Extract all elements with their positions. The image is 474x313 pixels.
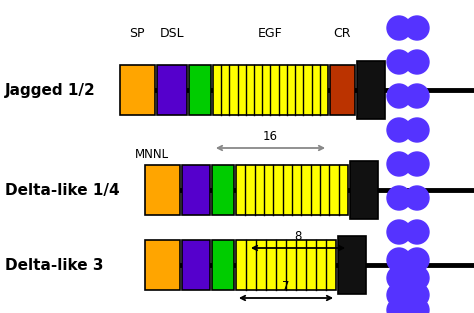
Circle shape xyxy=(387,248,411,272)
Circle shape xyxy=(387,50,411,74)
Bar xyxy=(212,165,234,215)
Circle shape xyxy=(387,298,411,313)
Text: Delta-like 3: Delta-like 3 xyxy=(5,258,103,273)
Bar xyxy=(145,240,180,290)
Circle shape xyxy=(405,16,429,40)
Circle shape xyxy=(387,118,411,142)
Text: 8: 8 xyxy=(294,230,301,243)
Bar xyxy=(399,227,417,237)
Text: Delta-like 1/4: Delta-like 1/4 xyxy=(5,182,119,198)
Circle shape xyxy=(405,283,429,307)
Bar xyxy=(357,61,385,119)
Circle shape xyxy=(387,220,411,244)
Circle shape xyxy=(405,248,429,272)
Bar xyxy=(236,240,336,290)
Text: SP: SP xyxy=(129,27,145,40)
Circle shape xyxy=(387,16,411,40)
Circle shape xyxy=(387,152,411,176)
Bar xyxy=(182,240,210,290)
Bar xyxy=(399,23,417,33)
Circle shape xyxy=(405,266,429,290)
Bar xyxy=(350,161,378,219)
Circle shape xyxy=(387,283,411,307)
Text: CR: CR xyxy=(333,27,351,40)
Bar xyxy=(213,65,328,115)
Bar xyxy=(399,90,417,101)
Circle shape xyxy=(405,186,429,210)
Text: MNNL: MNNL xyxy=(135,148,169,161)
Circle shape xyxy=(387,266,411,290)
Bar xyxy=(399,305,417,313)
Text: Jagged 1/2: Jagged 1/2 xyxy=(5,83,96,98)
Circle shape xyxy=(405,152,429,176)
Bar xyxy=(212,240,234,290)
Circle shape xyxy=(405,50,429,74)
Bar xyxy=(236,165,348,215)
Text: 16: 16 xyxy=(263,130,278,143)
Bar xyxy=(120,65,155,115)
Bar xyxy=(157,65,187,115)
Bar xyxy=(399,192,417,203)
Bar xyxy=(399,290,417,300)
Bar xyxy=(399,125,417,136)
Text: DSL: DSL xyxy=(160,27,184,40)
Bar xyxy=(182,165,210,215)
Bar xyxy=(330,65,355,115)
Bar xyxy=(145,165,180,215)
Bar xyxy=(338,236,366,294)
Circle shape xyxy=(387,186,411,210)
Text: 7: 7 xyxy=(282,280,290,293)
Text: EGF: EGF xyxy=(258,27,283,40)
Circle shape xyxy=(405,118,429,142)
Bar xyxy=(189,65,211,115)
Circle shape xyxy=(405,220,429,244)
Bar xyxy=(399,254,417,265)
Bar xyxy=(399,273,417,283)
Bar xyxy=(399,159,417,169)
Circle shape xyxy=(405,84,429,108)
Circle shape xyxy=(405,298,429,313)
Circle shape xyxy=(387,84,411,108)
Bar xyxy=(399,57,417,67)
